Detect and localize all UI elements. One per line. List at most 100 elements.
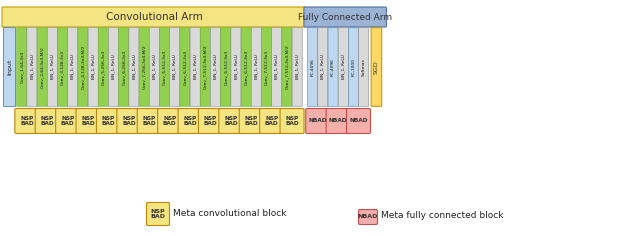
- FancyBboxPatch shape: [68, 28, 78, 106]
- FancyBboxPatch shape: [147, 202, 170, 226]
- Text: BN_1, ReLU: BN_1, ReLU: [193, 55, 197, 79]
- Text: BN_1, ReLU: BN_1, ReLU: [51, 55, 54, 79]
- Text: Conv_3,128,3x3: Conv_3,128,3x3: [61, 49, 65, 84]
- FancyBboxPatch shape: [231, 28, 241, 106]
- FancyBboxPatch shape: [358, 28, 369, 106]
- FancyBboxPatch shape: [3, 28, 15, 106]
- FancyBboxPatch shape: [78, 28, 88, 106]
- FancyBboxPatch shape: [272, 28, 282, 106]
- Text: NSP
BAD: NSP BAD: [40, 116, 54, 126]
- FancyBboxPatch shape: [198, 109, 223, 134]
- Text: Conv_7,512,3x3: Conv_7,512,3x3: [264, 49, 269, 85]
- FancyBboxPatch shape: [328, 28, 338, 106]
- Text: Conv_6,256,3x3: Conv_6,256,3x3: [122, 49, 125, 85]
- FancyBboxPatch shape: [219, 109, 243, 134]
- FancyBboxPatch shape: [157, 109, 182, 134]
- Text: BN_1, ReLU: BN_1, ReLU: [71, 55, 75, 79]
- Text: NBAD: NBAD: [358, 214, 378, 219]
- FancyBboxPatch shape: [292, 28, 302, 106]
- Text: NSP
BAD: NSP BAD: [163, 116, 177, 126]
- Text: Fully Connected Arm: Fully Connected Arm: [298, 13, 392, 21]
- FancyBboxPatch shape: [260, 109, 284, 134]
- Text: Input: Input: [7, 59, 12, 75]
- Text: Conv_7,512,3x3,M/2: Conv_7,512,3x3,M/2: [285, 45, 289, 89]
- FancyBboxPatch shape: [88, 28, 98, 106]
- Text: NSP
BAD: NSP BAD: [183, 116, 197, 126]
- Text: Conv_4,128,3x3,M/2: Conv_4,128,3x3,M/2: [81, 45, 85, 89]
- Text: BN_1, ReLU: BN_1, ReLU: [321, 55, 325, 79]
- FancyBboxPatch shape: [159, 28, 170, 106]
- Text: Conv_5,512,3x3: Conv_5,512,3x3: [163, 49, 166, 85]
- FancyBboxPatch shape: [239, 109, 263, 134]
- Text: NSP
BAD: NSP BAD: [244, 116, 258, 126]
- Text: BN_1, ReLU: BN_1, ReLU: [234, 55, 238, 79]
- Text: NBAD: NBAD: [308, 118, 327, 123]
- Text: Conv_7,256,3x3,M/2: Conv_7,256,3x3,M/2: [142, 45, 146, 89]
- FancyBboxPatch shape: [47, 28, 58, 106]
- FancyBboxPatch shape: [129, 28, 139, 106]
- Text: NSP
BAD: NSP BAD: [285, 116, 299, 126]
- FancyBboxPatch shape: [252, 28, 261, 106]
- Text: Convolutional Arm: Convolutional Arm: [106, 12, 202, 22]
- FancyBboxPatch shape: [99, 28, 108, 106]
- FancyBboxPatch shape: [306, 109, 330, 134]
- Text: BN_1, ReLU: BN_1, ReLU: [30, 55, 34, 79]
- FancyBboxPatch shape: [17, 28, 27, 106]
- FancyBboxPatch shape: [180, 28, 190, 106]
- FancyBboxPatch shape: [76, 109, 100, 134]
- FancyBboxPatch shape: [371, 28, 381, 106]
- Text: FC,4096: FC,4096: [331, 58, 335, 76]
- Text: Conv_6,512,3x3: Conv_6,512,3x3: [244, 49, 248, 85]
- Text: NSP
BAD: NSP BAD: [150, 209, 166, 219]
- FancyBboxPatch shape: [308, 28, 317, 106]
- Text: BN_1, ReLU: BN_1, ReLU: [295, 55, 299, 79]
- FancyBboxPatch shape: [348, 28, 358, 106]
- FancyBboxPatch shape: [178, 109, 202, 134]
- Text: NSP
BAD: NSP BAD: [143, 116, 156, 126]
- Text: NBAD: NBAD: [349, 118, 368, 123]
- FancyBboxPatch shape: [262, 28, 271, 106]
- Text: Meta convolutional block: Meta convolutional block: [173, 210, 287, 219]
- FancyBboxPatch shape: [338, 28, 348, 106]
- Text: NSP
BAD: NSP BAD: [204, 116, 217, 126]
- Text: NSP
BAD: NSP BAD: [265, 116, 278, 126]
- FancyBboxPatch shape: [109, 28, 118, 106]
- Text: Meta fully connected block: Meta fully connected block: [381, 211, 504, 220]
- Text: BN_1, ReLU: BN_1, ReLU: [214, 55, 218, 79]
- Text: Conv_2,64,3x3,M/2: Conv_2,64,3x3,M/2: [40, 46, 44, 88]
- FancyBboxPatch shape: [137, 109, 161, 134]
- FancyBboxPatch shape: [139, 28, 149, 106]
- FancyBboxPatch shape: [35, 109, 60, 134]
- FancyBboxPatch shape: [117, 109, 141, 134]
- FancyBboxPatch shape: [58, 28, 68, 106]
- Text: NSP
BAD: NSP BAD: [20, 116, 34, 126]
- Text: NSP
BAD: NSP BAD: [81, 116, 95, 126]
- FancyBboxPatch shape: [27, 28, 37, 106]
- FancyBboxPatch shape: [241, 28, 251, 106]
- FancyBboxPatch shape: [118, 28, 129, 106]
- Text: FC,4096: FC,4096: [310, 58, 315, 76]
- Text: NSP
BAD: NSP BAD: [102, 116, 115, 126]
- FancyBboxPatch shape: [304, 7, 387, 27]
- FancyBboxPatch shape: [149, 28, 159, 106]
- FancyBboxPatch shape: [318, 28, 328, 106]
- FancyBboxPatch shape: [15, 109, 39, 134]
- Text: BN_1, ReLU: BN_1, ReLU: [111, 55, 116, 79]
- FancyBboxPatch shape: [37, 28, 47, 106]
- FancyBboxPatch shape: [2, 7, 306, 27]
- FancyBboxPatch shape: [346, 109, 371, 134]
- FancyBboxPatch shape: [200, 28, 211, 106]
- Text: NSP
BAD: NSP BAD: [224, 116, 237, 126]
- Text: Conv_7,512,3x3,M/2: Conv_7,512,3x3,M/2: [204, 45, 207, 89]
- FancyBboxPatch shape: [190, 28, 200, 106]
- Text: Conv_5,256,3x3: Conv_5,256,3x3: [101, 49, 106, 85]
- FancyBboxPatch shape: [358, 210, 378, 224]
- Text: BN_1, ReLU: BN_1, ReLU: [152, 55, 156, 79]
- FancyBboxPatch shape: [221, 28, 231, 106]
- FancyBboxPatch shape: [280, 109, 304, 134]
- Text: Conv_5,512,3x3: Conv_5,512,3x3: [224, 49, 228, 85]
- Text: BN_1, ReLU: BN_1, ReLU: [132, 55, 136, 79]
- Text: BN_1, ReLU: BN_1, ReLU: [275, 55, 279, 79]
- Text: FC,1000: FC,1000: [351, 58, 355, 76]
- Text: SGD: SGD: [374, 60, 379, 74]
